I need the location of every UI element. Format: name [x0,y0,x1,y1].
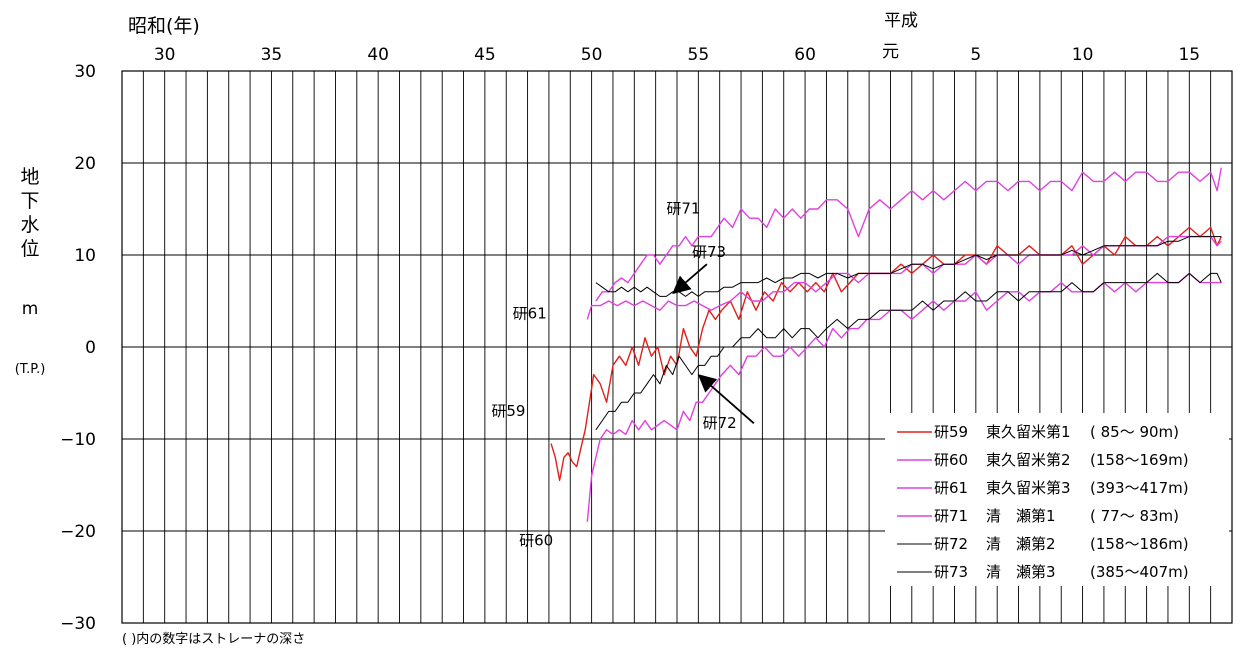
legend-label: 研72 [934,535,968,553]
y-tick-label: 0 [85,338,96,358]
legend-well: 清 瀬第3 [986,563,1056,581]
legend-depth: (158〜169m) [1090,451,1189,469]
heisei-label: 平成 [884,11,918,31]
legend-well: 清 瀬第1 [986,507,1056,525]
x-tick-label: 5 [970,45,981,65]
x-tick-label: 50 [581,45,603,65]
series-line-研71 [595,167,1222,302]
y-unit: m [22,299,39,319]
legend-label: 研60 [934,451,968,469]
series-line-研73 [595,236,1222,297]
y-tick-label: −30 [60,614,96,634]
legend-label: 研59 [934,423,968,441]
legend-well: 東久留米第3 [986,479,1071,497]
arrow-73 [672,263,708,295]
x-tick-label: 15 [1178,45,1200,65]
legend-depth: (158〜186m) [1090,535,1189,553]
x-tick-label: 60 [794,45,816,65]
ylabel-char-2: 水 [20,214,39,236]
y-tick-label: −20 [60,522,96,542]
ylabel-char-0: 地 [20,166,39,188]
legend-label: 研61 [934,479,968,497]
series-line-研72 [595,272,1222,431]
x-tick-label: 45 [474,45,496,65]
plot-grid: 30 20 10 0 −10 −20 −30 30 35 40 45 50 55 60 元 5 10 15 [60,42,1233,634]
x-tick-label: 10 [1072,45,1094,65]
ylabel-char-3: 位 [20,238,39,260]
y-tick-label: 30 [74,62,96,82]
x-tick-label: 元 [882,42,899,62]
legend-depth: ( 77〜 83m) [1090,507,1179,525]
x-tick-label: 35 [261,45,283,65]
arrow-72 [697,374,755,425]
era-label: 昭和(年) [128,15,200,37]
legend-depth: (393〜417m) [1090,479,1189,497]
legend-box [885,413,1229,586]
ylabel-char-1: 下 [20,190,39,212]
footnote: ( )内の数字はストレーナの深さ [122,631,305,647]
y-reference: (T.P.) [15,362,46,377]
legend: 研59 東久留米第1 ( 85〜 90m) 研60 東久留米第2 (158〜169m) 研6… [885,413,1229,586]
y-tick-label: −10 [60,430,96,450]
legend-well: 清 瀬第2 [986,535,1056,553]
series-annotation: 研73 [692,243,726,261]
legend-well: 東久留米第1 [986,423,1071,441]
y-tick-label: 20 [74,154,96,174]
series-annotation: 研72 [703,414,737,432]
x-tick-label: 40 [367,45,389,65]
series-line-研61 [586,235,1222,320]
series-layer [550,167,1222,522]
x-tick-label: 55 [688,45,710,65]
series-annotation: 研71 [666,200,700,218]
legend-label: 研73 [934,563,968,581]
annotation-layer: 研71 研73 研61 研59 研72 研60 [491,200,755,550]
x-tick-label: 30 [154,45,176,65]
y-tick-label: 10 [74,246,96,266]
series-annotation: 研59 [491,402,525,420]
legend-depth: ( 85〜 90m) [1090,423,1179,441]
series-annotation: 研61 [513,304,547,322]
legend-depth: (385〜407m) [1090,563,1189,581]
legend-well: 東久留米第2 [986,451,1071,469]
legend-label: 研71 [934,507,968,525]
series-annotation: 研60 [519,532,553,550]
